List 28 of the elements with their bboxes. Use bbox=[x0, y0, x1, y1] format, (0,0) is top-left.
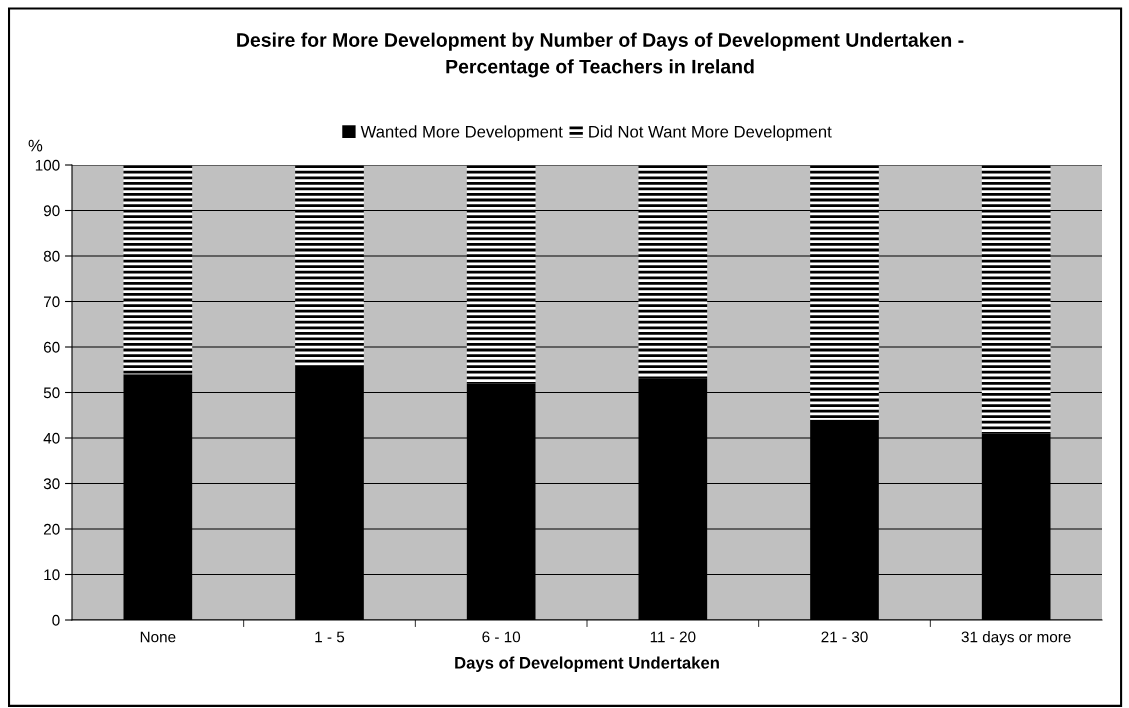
y-tick-label: 0 bbox=[52, 614, 60, 626]
legend-label: Did Not Want More Development bbox=[589, 125, 832, 141]
legend-label: Wanted More Development bbox=[360, 125, 563, 141]
y-tick-label: 50 bbox=[43, 387, 60, 399]
x-tick-label: None bbox=[140, 631, 176, 643]
y-tick-label: 90 bbox=[43, 205, 60, 217]
chart-title: Desire for More Development by Number of Days of Development Undertaken - Percentage of Teachers in Ireland bbox=[237, 32, 964, 78]
y-tick-label: 70 bbox=[43, 296, 60, 308]
y-tick-label: 20 bbox=[43, 523, 60, 535]
y-axis-title: % bbox=[28, 139, 43, 152]
y-tick-label: 100 bbox=[35, 159, 60, 171]
x-tick-label: 21 - 30 bbox=[821, 631, 868, 643]
bar bbox=[466, 165, 536, 384]
x-tick-label: 1 - 5 bbox=[315, 631, 345, 643]
bar bbox=[295, 165, 364, 366]
x-tick-label: 31 days or more bbox=[961, 631, 1071, 646]
y-tick-label: 40 bbox=[43, 432, 60, 444]
bar bbox=[638, 165, 708, 379]
x-axis-title: Days of Development Undertaken bbox=[455, 656, 719, 672]
bar bbox=[810, 165, 879, 420]
y-tick-label: 80 bbox=[43, 250, 60, 262]
bar bbox=[981, 165, 1051, 434]
bar bbox=[123, 165, 193, 375]
x-tick-label: 11 - 20 bbox=[650, 631, 696, 643]
y-tick-label: 60 bbox=[43, 341, 60, 353]
x-tick-label: 6 - 10 bbox=[482, 631, 521, 643]
y-tick-label: 10 bbox=[44, 569, 60, 581]
y-tick-label: 30 bbox=[43, 478, 60, 490]
